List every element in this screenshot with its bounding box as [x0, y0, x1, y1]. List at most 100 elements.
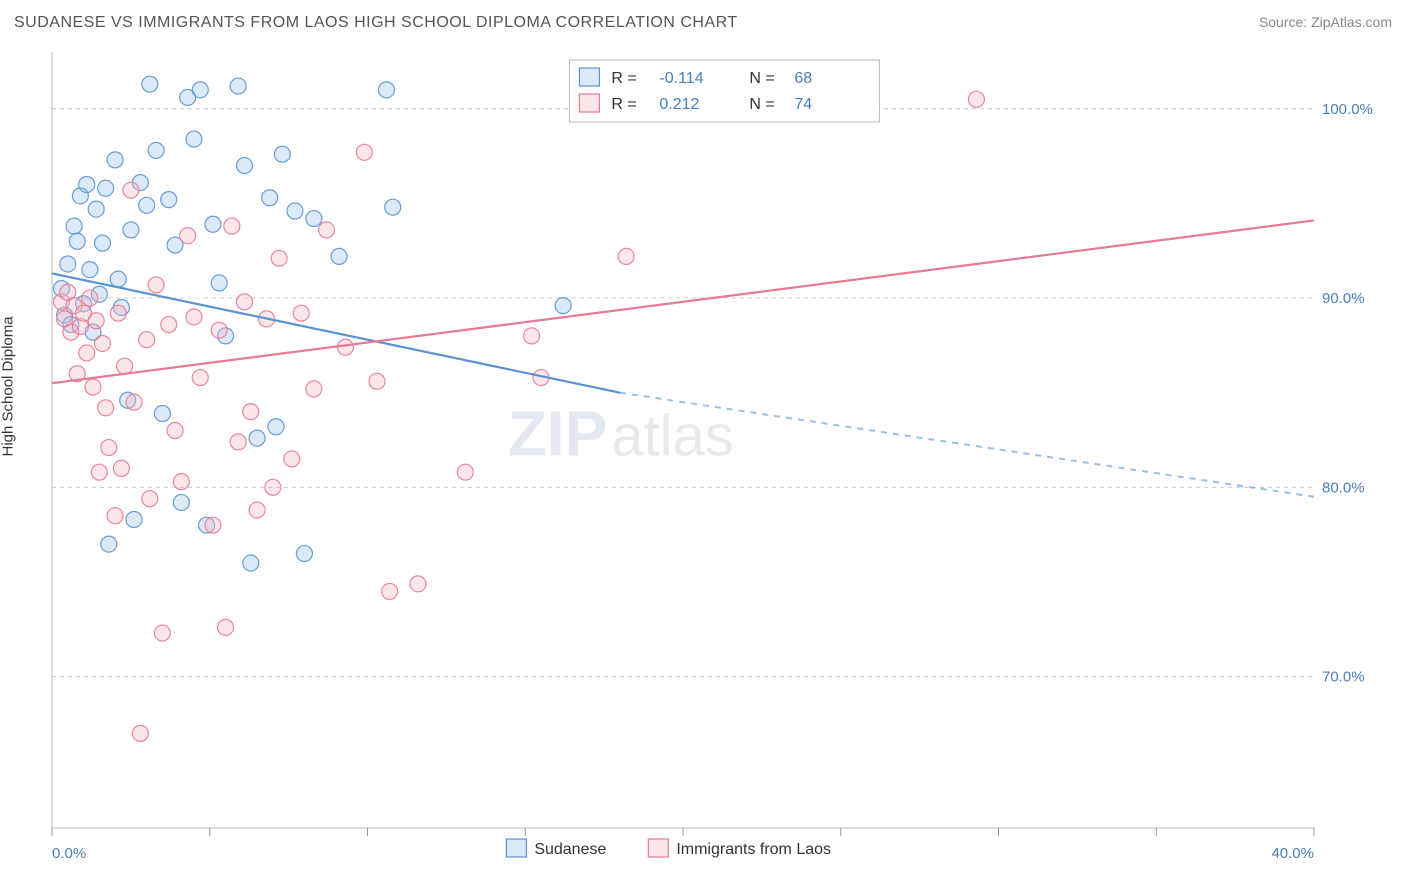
svg-text:N =: N =	[749, 96, 774, 113]
data-point	[318, 222, 334, 238]
stats-legend: R =-0.114N =68R =0.212N =74	[569, 60, 879, 122]
data-point	[331, 248, 347, 264]
data-point	[306, 381, 322, 397]
data-point	[180, 228, 196, 244]
data-point	[123, 222, 139, 238]
x-tick-label: 0.0%	[52, 845, 86, 862]
data-point	[154, 625, 170, 641]
svg-text:-0.114: -0.114	[659, 70, 703, 87]
data-point	[524, 328, 540, 344]
data-point	[79, 345, 95, 361]
data-point	[211, 275, 227, 291]
data-point	[142, 491, 158, 507]
data-point	[66, 218, 82, 234]
data-point	[167, 423, 183, 439]
data-point	[262, 190, 278, 206]
data-point	[230, 78, 246, 94]
data-point	[382, 583, 398, 599]
data-point	[173, 494, 189, 510]
data-point	[243, 555, 259, 571]
data-point	[69, 233, 85, 249]
y-tick-label: 100.0%	[1322, 101, 1373, 118]
chart-title: SUDANESE VS IMMIGRANTS FROM LAOS HIGH SC…	[14, 14, 738, 32]
data-point	[618, 248, 634, 264]
data-point	[284, 451, 300, 467]
data-point	[101, 440, 117, 456]
data-point	[126, 394, 142, 410]
data-point	[173, 474, 189, 490]
svg-text:68: 68	[794, 70, 812, 87]
watermark-atlas: atlas	[611, 404, 734, 469]
data-point	[142, 76, 158, 92]
y-tick-label: 70.0%	[1322, 669, 1365, 686]
data-point	[356, 144, 372, 160]
data-point	[186, 131, 202, 147]
data-point	[82, 290, 98, 306]
data-point	[126, 511, 142, 527]
data-point	[94, 235, 110, 251]
data-point	[85, 379, 101, 395]
data-point	[110, 305, 126, 321]
data-point	[139, 332, 155, 348]
data-point	[249, 502, 265, 518]
legend-label: Sudanese	[534, 841, 606, 858]
data-point	[154, 406, 170, 422]
correlation-chart: 70.0%80.0%90.0%100.0%0.0%40.0%ZIPatlasR …	[14, 46, 1392, 878]
data-point	[265, 479, 281, 495]
y-tick-label: 90.0%	[1322, 290, 1365, 307]
data-point	[110, 271, 126, 287]
data-point	[91, 464, 107, 480]
data-point	[236, 294, 252, 310]
data-point	[148, 277, 164, 293]
data-point	[82, 262, 98, 278]
data-point	[236, 158, 252, 174]
data-point	[271, 250, 287, 266]
data-point	[98, 400, 114, 416]
data-point	[192, 82, 208, 98]
data-point	[337, 339, 353, 355]
watermark-zip: ZIP	[508, 398, 608, 470]
data-point	[117, 358, 133, 374]
data-point	[88, 201, 104, 217]
data-point	[113, 460, 129, 476]
data-point	[107, 152, 123, 168]
data-point	[88, 313, 104, 329]
chart-container: High School Diploma 70.0%80.0%90.0%100.0…	[14, 46, 1392, 878]
svg-text:R =: R =	[611, 70, 636, 87]
y-tick-label: 80.0%	[1322, 479, 1365, 496]
svg-text:R =: R =	[611, 96, 636, 113]
data-point	[148, 142, 164, 158]
data-point	[211, 322, 227, 338]
data-point	[218, 619, 234, 635]
data-point	[186, 309, 202, 325]
y-axis-label: High School Diploma	[0, 316, 17, 456]
data-point	[555, 298, 571, 314]
data-point	[378, 82, 394, 98]
data-point	[79, 176, 95, 192]
data-point	[385, 199, 401, 215]
data-point	[192, 370, 208, 386]
data-point	[274, 146, 290, 162]
series-legend: Sudanese Immigrants from Laos	[506, 839, 831, 858]
data-point	[369, 373, 385, 389]
data-point	[205, 216, 221, 232]
data-point	[132, 725, 148, 741]
svg-text:74: 74	[794, 96, 812, 113]
data-point	[249, 430, 265, 446]
data-point	[306, 211, 322, 227]
data-point	[457, 464, 473, 480]
data-point	[161, 317, 177, 333]
data-point	[268, 419, 284, 435]
data-point	[230, 434, 246, 450]
data-point	[98, 180, 114, 196]
data-point	[139, 197, 155, 213]
data-point	[123, 182, 139, 198]
legend-label: Immigrants from Laos	[676, 841, 831, 858]
data-point	[968, 91, 984, 107]
svg-text:0.212: 0.212	[659, 96, 699, 113]
data-point	[101, 536, 117, 552]
data-point	[94, 335, 110, 351]
data-point	[293, 305, 309, 321]
data-point	[107, 508, 123, 524]
data-point	[287, 203, 303, 219]
